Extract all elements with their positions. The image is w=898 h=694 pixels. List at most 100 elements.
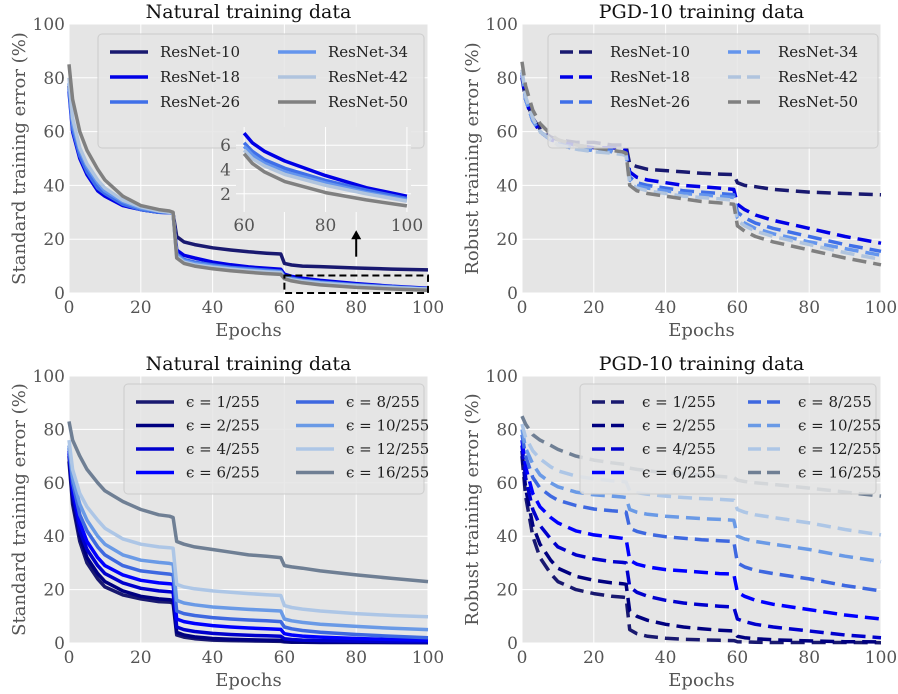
chart-title: PGD-10 training data bbox=[599, 1, 805, 23]
legend-entry: ϵ = 10/255 bbox=[798, 417, 881, 435]
y-axis-label: Standard training error (%) bbox=[9, 32, 30, 285]
y-tick-label: 20 bbox=[43, 230, 65, 250]
legend-entry: ϵ = 4/255 bbox=[186, 440, 260, 458]
chart-title: Natural training data bbox=[146, 1, 352, 23]
y-axis-label: Robust training error (%) bbox=[462, 42, 483, 274]
legend-entry: ResNet-18 bbox=[160, 68, 240, 86]
legend-entry: ϵ = 10/255 bbox=[346, 417, 429, 435]
chart-2: 0 20 40 60 80 100 0 20 40 60 80 100 PGD-10 training … bbox=[462, 1, 897, 341]
series-line bbox=[67, 91, 429, 290]
zoom-region bbox=[283, 274, 429, 295]
series-line bbox=[520, 429, 882, 564]
legend-entry: ϵ = 8/255 bbox=[346, 393, 420, 411]
chart-title: Natural training data bbox=[146, 353, 352, 375]
series-line bbox=[520, 450, 882, 644]
x-tick-label: 80 bbox=[345, 298, 367, 318]
x-tick-label: 20 bbox=[130, 298, 152, 318]
legend-entry: ϵ = 16/255 bbox=[798, 464, 881, 482]
y-tick-label: 100 bbox=[486, 15, 518, 35]
series-line bbox=[520, 439, 882, 621]
legend-entry: ϵ = 8/255 bbox=[798, 393, 872, 411]
y-tick-label: 60 bbox=[496, 474, 518, 494]
y-tick-label: 40 bbox=[496, 176, 518, 196]
x-tick-label: 60 bbox=[274, 648, 296, 668]
inset-series-line bbox=[242, 131, 408, 198]
y-tick-label: 60 bbox=[43, 474, 65, 494]
legend-entry: ResNet-50 bbox=[778, 93, 858, 111]
legend-entry: ϵ = 2/255 bbox=[642, 417, 716, 435]
series-line bbox=[67, 450, 429, 643]
series-line bbox=[520, 61, 882, 267]
x-tick-label: 100 bbox=[412, 648, 444, 668]
legend-entry: ϵ = 4/255 bbox=[642, 440, 716, 458]
zoom-arrowhead bbox=[351, 230, 362, 240]
legend-entry: ϵ = 1/255 bbox=[642, 393, 716, 411]
x-tick-label: 40 bbox=[655, 298, 677, 318]
x-tick-label: 0 bbox=[64, 648, 75, 668]
series-line bbox=[520, 72, 882, 258]
chart-3: 0 20 40 60 80 100 0 20 40 60 80 100 Natural training… bbox=[9, 353, 444, 691]
inset-x-tick-label: 100 bbox=[391, 216, 423, 236]
x-tick-label: 20 bbox=[583, 648, 605, 668]
x-tick-label: 20 bbox=[130, 648, 152, 668]
inset-y-tick-label: 4 bbox=[220, 161, 231, 181]
x-tick-label: 0 bbox=[64, 298, 75, 318]
y-tick-label: 80 bbox=[43, 69, 65, 89]
y-tick-label: 0 bbox=[507, 634, 518, 654]
chart-4: 0 20 40 60 80 100 0 20 40 60 80 100 PGD-10 training … bbox=[462, 353, 897, 691]
legend-entry: ϵ = 2/255 bbox=[186, 417, 260, 435]
x-tick-label: 80 bbox=[345, 648, 367, 668]
x-tick-label: 80 bbox=[798, 298, 820, 318]
y-tick-label: 80 bbox=[43, 420, 65, 440]
series-line bbox=[520, 69, 882, 262]
legend-entry: ResNet-10 bbox=[610, 43, 690, 61]
inset-series-line bbox=[242, 148, 408, 203]
legend-box bbox=[123, 383, 425, 495]
legend: ResNet-10 ResNet-18 ResNet-26 ResNet-34 ResN… bbox=[97, 33, 425, 149]
series-line bbox=[67, 421, 429, 584]
y-tick-label: 20 bbox=[43, 581, 65, 601]
legend-entry: ϵ = 6/255 bbox=[642, 464, 716, 482]
x-tick-label: 100 bbox=[865, 298, 897, 318]
y-tick-label: 40 bbox=[496, 527, 518, 547]
series-line bbox=[67, 445, 429, 632]
y-tick-label: 0 bbox=[507, 284, 518, 304]
x-tick-label: 80 bbox=[798, 648, 820, 668]
x-tick-label: 60 bbox=[727, 298, 749, 318]
inset-x-tick-label: 80 bbox=[315, 216, 337, 236]
x-tick-label: 0 bbox=[517, 298, 528, 318]
inset-lines bbox=[242, 131, 408, 208]
x-tick-label: 60 bbox=[274, 298, 296, 318]
inset-y-tick-label: 6 bbox=[220, 136, 231, 156]
x-tick-label: 40 bbox=[202, 298, 224, 318]
y-tick-label: 100 bbox=[33, 367, 65, 387]
y-tick-label: 40 bbox=[43, 176, 65, 196]
legend: ResNet-10 ResNet-18 ResNet-26 ResNet-34 ResN… bbox=[547, 33, 879, 149]
legend-entry: ResNet-10 bbox=[160, 43, 240, 61]
legend: ϵ = 1/255 ϵ = 2/255 ϵ = 4/255 ϵ = 6/255 ϵ = … bbox=[123, 383, 429, 495]
x-tick-label: 60 bbox=[727, 648, 749, 668]
inset-x-tick-label: 60 bbox=[233, 216, 255, 236]
inset-y-tick-label: 2 bbox=[220, 185, 231, 205]
legend-entry: ResNet-42 bbox=[778, 68, 858, 86]
legend-entry: ResNet-26 bbox=[160, 93, 240, 111]
legend-entry: ResNet-34 bbox=[328, 43, 408, 61]
legend: ϵ = 1/255 ϵ = 2/255 ϵ = 4/255 ϵ = 6/255 ϵ = … bbox=[579, 383, 881, 495]
series-line bbox=[520, 455, 882, 645]
x-tick-label: 0 bbox=[517, 648, 528, 668]
x-axis-label: Epochs bbox=[215, 670, 281, 691]
x-tick-label: 100 bbox=[865, 648, 897, 668]
y-tick-label: 100 bbox=[486, 367, 518, 387]
x-tick-label: 100 bbox=[412, 298, 444, 318]
series-line bbox=[520, 434, 882, 593]
x-axis-label: Epochs bbox=[215, 320, 281, 341]
y-tick-label: 60 bbox=[496, 123, 518, 143]
legend-entry: ϵ = 16/255 bbox=[346, 464, 429, 482]
x-axis-label: Epochs bbox=[668, 670, 734, 691]
y-tick-label: 80 bbox=[496, 69, 518, 89]
y-tick-label: 80 bbox=[496, 420, 518, 440]
y-tick-label: 60 bbox=[43, 123, 65, 143]
y-tick-label: 20 bbox=[496, 581, 518, 601]
legend-entry: ResNet-18 bbox=[610, 68, 690, 86]
